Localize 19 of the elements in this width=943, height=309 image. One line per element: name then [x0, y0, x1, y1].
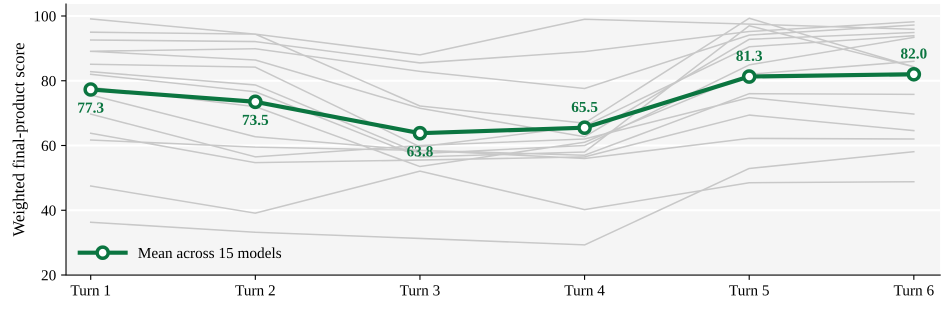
- data-label: 73.5: [242, 114, 268, 126]
- legend-label: Mean across 15 models: [138, 247, 282, 258]
- data-label: 81.3: [736, 50, 762, 62]
- y-tick-label: 100: [34, 11, 56, 22]
- data-label: 77.3: [78, 102, 104, 113]
- y-tick-label: 60: [42, 140, 56, 151]
- x-tick-label: Turn 3: [400, 285, 440, 296]
- y-axis-title: Weighted final-product score: [12, 43, 28, 236]
- x-tick-label: Turn 4: [564, 285, 605, 296]
- data-label: 63.8: [407, 146, 433, 157]
- x-tick-label: Turn 6: [894, 285, 934, 296]
- y-tick-label: 80: [42, 76, 56, 86]
- x-tick-label: Turn 5: [729, 285, 769, 296]
- y-tick-label: 40: [41, 205, 56, 216]
- data-label: 65.5: [572, 102, 598, 112]
- x-tick-label: Turn 2: [235, 285, 275, 296]
- data-label: 82.0: [900, 48, 927, 59]
- y-tick-label: 20: [42, 270, 56, 280]
- x-tick-label: Turn 1: [70, 285, 110, 296]
